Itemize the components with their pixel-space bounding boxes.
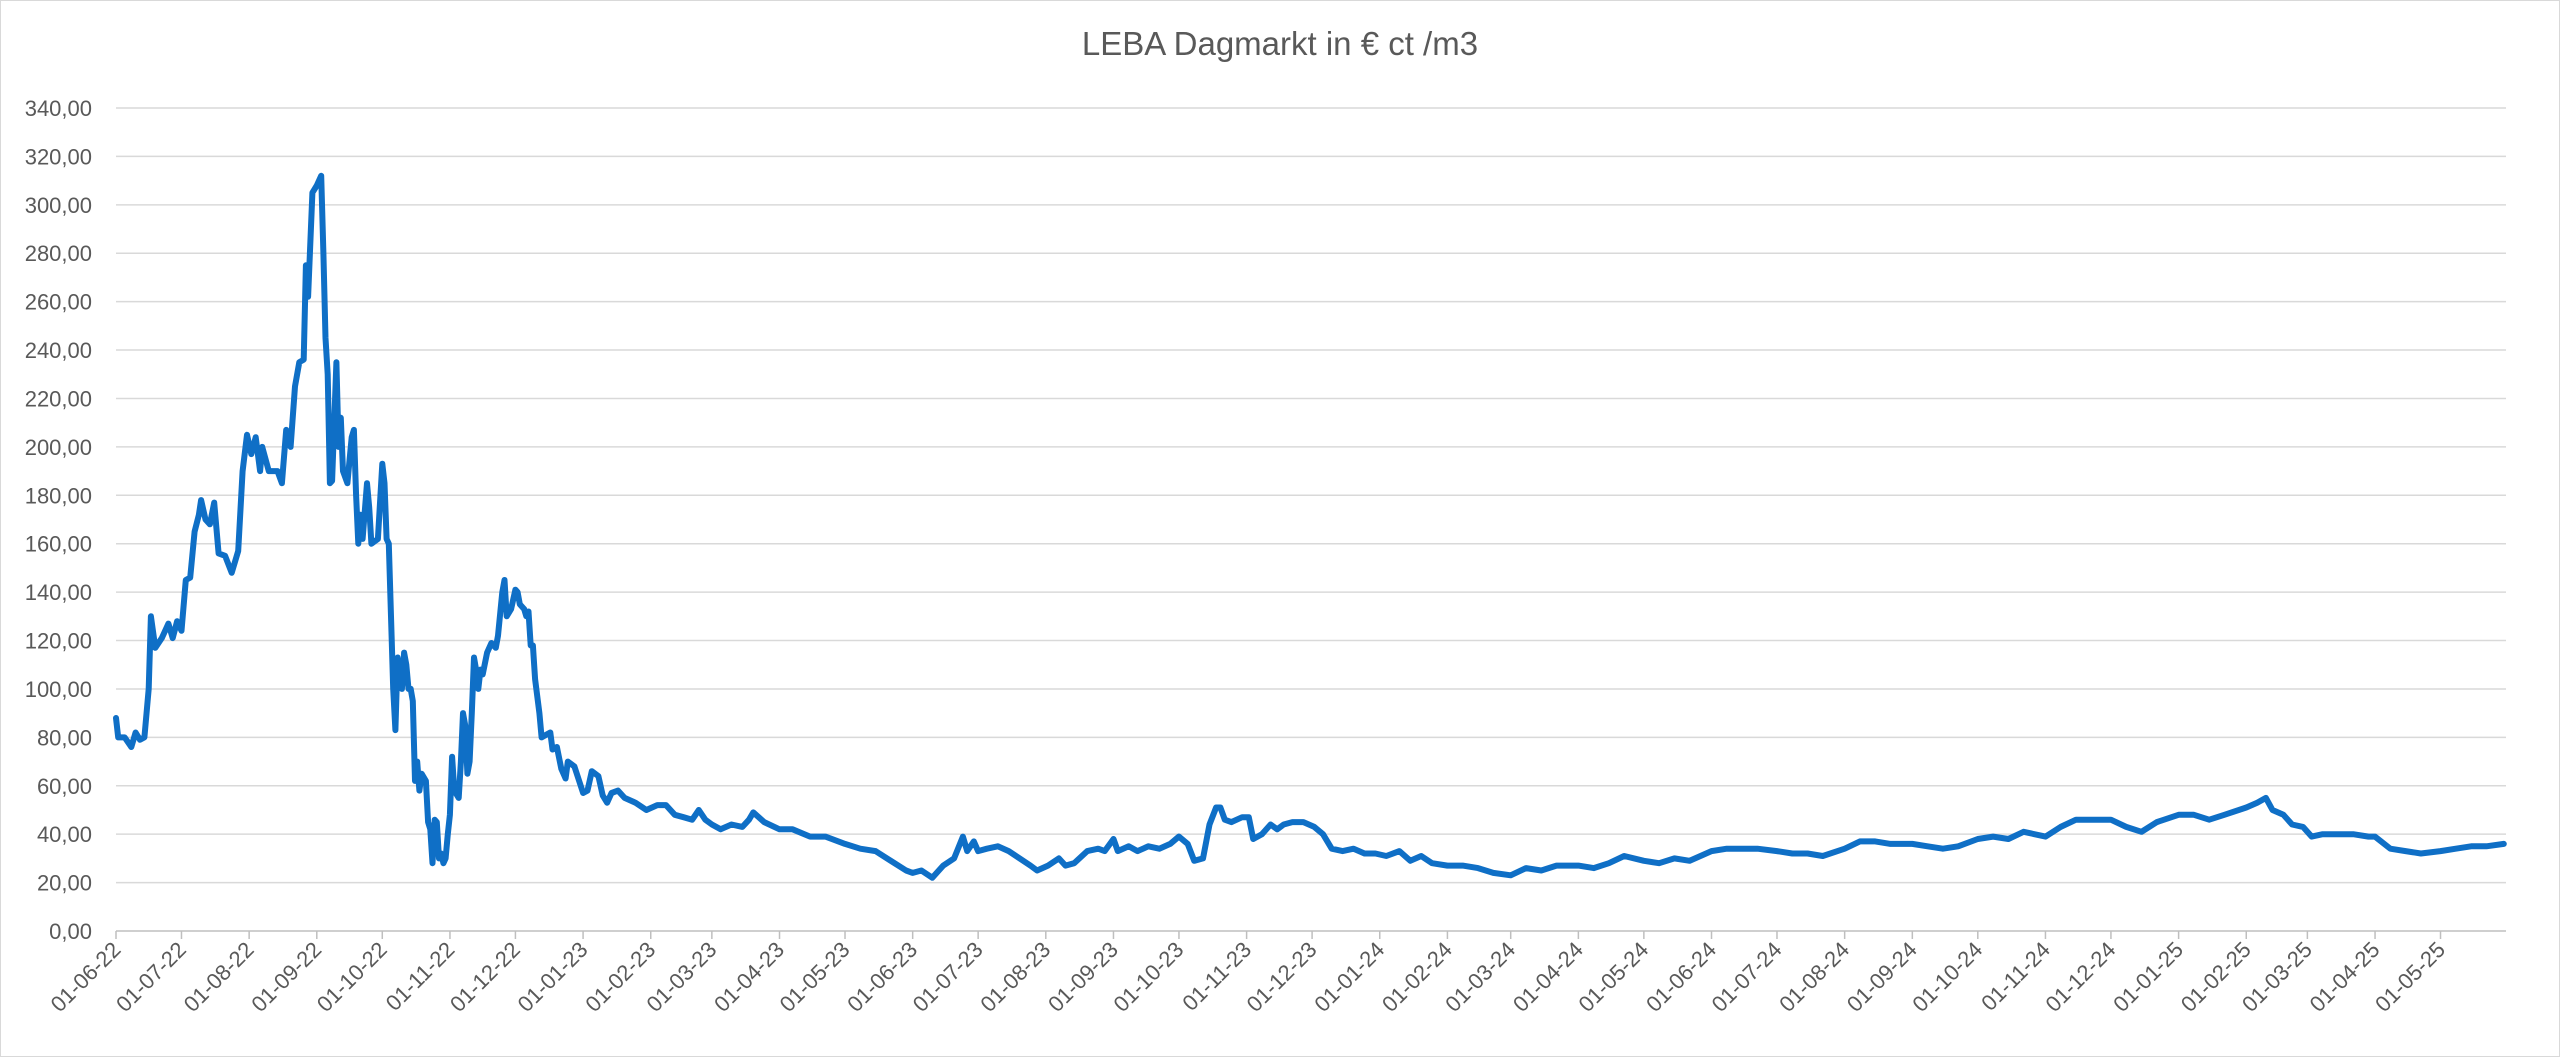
- x-tick-label: 01-06-24: [1641, 937, 1721, 1017]
- chart-title: LEBA Dagmarkt in € ct /m3: [1081, 25, 1479, 62]
- x-tick-label: 01-04-23: [709, 937, 789, 1017]
- gridlines: [116, 107, 2506, 932]
- x-tick-label: 01-03-24: [1440, 937, 1520, 1017]
- x-tick-label: 01-09-24: [1842, 937, 1922, 1017]
- y-tick-label: 240,00: [25, 338, 92, 363]
- x-tick-label: 01-06-23: [842, 937, 922, 1017]
- x-tick-label: 01-12-22: [445, 937, 525, 1017]
- x-tick-label: 01-09-23: [1043, 937, 1123, 1017]
- y-axis-ticks: 0,00 20,00 40,00 60,00 80,00 100,00 120,00 140,…: [25, 96, 92, 944]
- y-tick-label: 180,00: [25, 483, 92, 508]
- y-tick-label: 300,00: [25, 193, 92, 218]
- x-tick-label: 01-11-24: [1976, 937, 2055, 1016]
- x-axis-ticks: 01-06-2201-07-2201-08-2201-09-2201-10-22…: [46, 931, 2450, 1017]
- x-tick-label: 01-01-23: [513, 937, 593, 1017]
- x-tick-label: 01-04-24: [1508, 937, 1588, 1017]
- y-tick-label: 260,00: [25, 290, 92, 315]
- x-tick-label: 01-11-23: [1177, 937, 1256, 1016]
- x-tick-label: 01-11-22: [381, 937, 460, 1016]
- y-tick-label: 280,00: [25, 241, 92, 266]
- x-tick-label: 01-10-24: [1907, 937, 1987, 1017]
- y-tick-label: 0,00: [49, 919, 92, 944]
- x-tick-label: 01-01-24: [1309, 937, 1389, 1017]
- series-layer: [113, 172, 2507, 881]
- x-tick-label: 01-01-25: [2108, 937, 2188, 1017]
- y-tick-label: 60,00: [37, 774, 92, 799]
- y-tick-label: 100,00: [25, 677, 92, 702]
- x-tick-label: 01-06-22: [46, 937, 126, 1017]
- x-tick-label: 01-05-25: [2370, 937, 2450, 1017]
- y-tick-label: 160,00: [25, 532, 92, 557]
- x-tick-label: 01-08-24: [1774, 937, 1854, 1017]
- x-tick-label: 01-08-23: [975, 937, 1055, 1017]
- x-tick-label: 01-10-22: [312, 937, 392, 1017]
- x-tick-label: 01-04-25: [2305, 937, 2385, 1017]
- y-tick-label: 140,00: [25, 580, 92, 605]
- y-tick-label: 200,00: [25, 435, 92, 460]
- x-tick-label: 01-05-23: [775, 937, 855, 1017]
- x-tick-label: 01-10-23: [1109, 937, 1189, 1017]
- y-tick-label: 20,00: [37, 871, 92, 896]
- y-tick-label: 220,00: [25, 386, 92, 411]
- x-tick-label: 01-09-22: [246, 937, 326, 1017]
- x-tick-label: 01-07-22: [111, 937, 191, 1017]
- y-tick-label: 120,00: [25, 629, 92, 654]
- y-tick-label: 320,00: [25, 144, 92, 169]
- x-tick-label: 01-05-24: [1573, 937, 1653, 1017]
- x-tick-label: 01-07-23: [908, 937, 988, 1017]
- y-tick-label: 340,00: [25, 96, 92, 121]
- y-tick-label: 80,00: [37, 725, 92, 750]
- x-tick-label: 01-08-22: [179, 937, 259, 1017]
- x-tick-label: 01-12-23: [1242, 937, 1322, 1017]
- x-tick-label: 01-12-24: [2041, 937, 2121, 1017]
- x-tick-label: 01-07-24: [1707, 937, 1787, 1017]
- series-line: [113, 172, 2507, 881]
- y-tick-label: 40,00: [37, 822, 92, 847]
